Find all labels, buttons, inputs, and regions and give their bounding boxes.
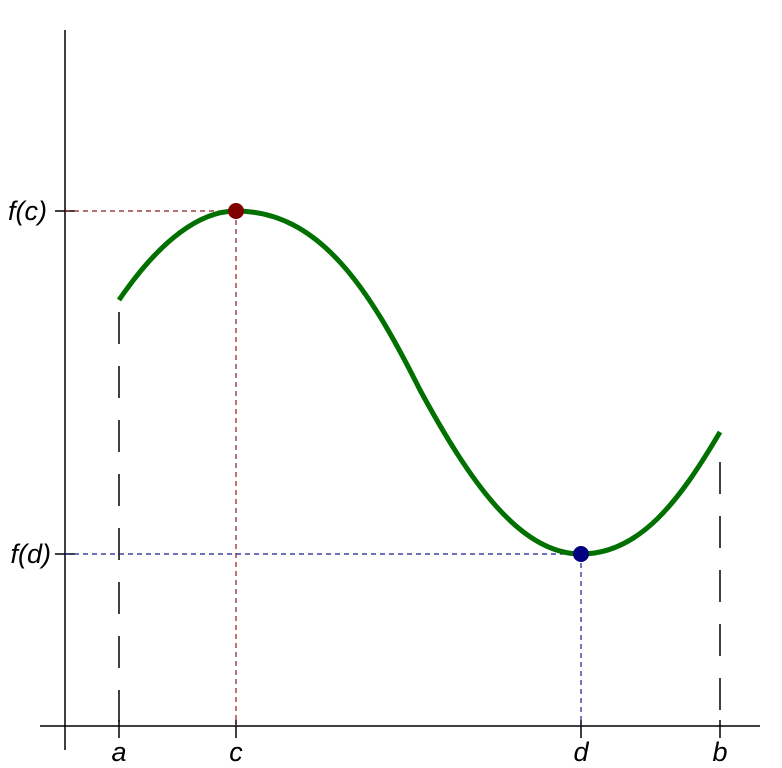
x-label: a xyxy=(111,737,126,767)
min-guides xyxy=(65,553,582,726)
max-point xyxy=(228,203,244,219)
min-point xyxy=(573,546,589,562)
x-label: b xyxy=(712,737,727,767)
max-guides xyxy=(65,210,237,726)
y-label: f(c) xyxy=(8,196,47,226)
curve xyxy=(116,208,723,557)
x-label: c xyxy=(229,737,243,767)
x-ticks xyxy=(118,720,721,738)
x-label: d xyxy=(573,737,589,767)
y-label: f(d) xyxy=(11,539,52,569)
